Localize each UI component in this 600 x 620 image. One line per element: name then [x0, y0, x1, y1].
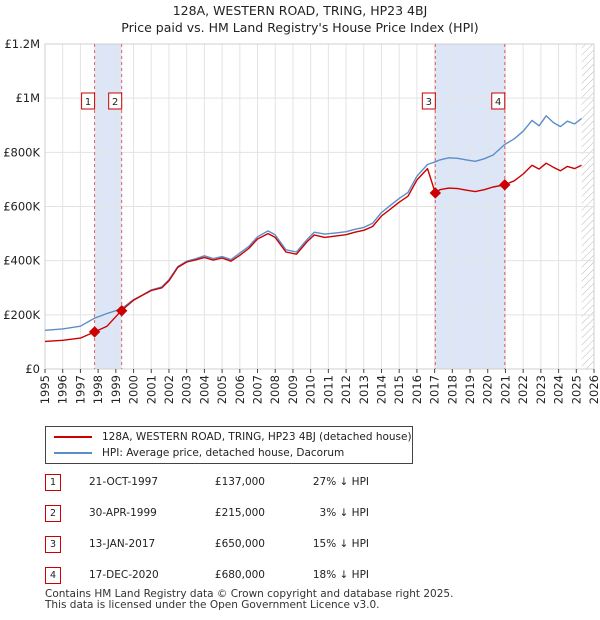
- x-tick-label: 2010: [304, 375, 318, 404]
- legend-item-hpi: HPI: Average price, detached house, Daco…: [54, 446, 344, 460]
- x-tick-label: 2011: [321, 375, 335, 404]
- sale-hpi-diff: 3% ↓ HPI: [319, 507, 369, 519]
- legend: 128A, WESTERN ROAD, TRING, HP23 4BJ (det…: [45, 426, 413, 464]
- footer-licence: This data is licensed under the Open Gov…: [45, 599, 380, 611]
- sale-price: £137,000: [214, 476, 265, 488]
- x-tick-label: 2024: [552, 375, 566, 404]
- x-tick-label: 2026: [587, 375, 600, 404]
- sale-number-badge: 2: [45, 505, 61, 522]
- x-tick-label: 2003: [180, 375, 194, 404]
- y-tick-label: £600K: [3, 200, 40, 214]
- x-tick-label: 2016: [410, 375, 424, 404]
- sale-marker-label: 1: [85, 97, 91, 108]
- sale-marker-box: [491, 92, 506, 110]
- footer: Contains HM Land Registry data © Crown c…: [45, 589, 453, 611]
- sale-price: £650,000: [214, 538, 265, 550]
- sale-markers: 1 2 3 4: [81, 44, 511, 369]
- sale-price: £215,000: [214, 507, 265, 519]
- sale-hpi-diff: 18% ↓ HPI: [312, 569, 369, 581]
- footer-copyright: Contains HM Land Registry data © Crown c…: [45, 588, 454, 600]
- x-tick-label: 2006: [233, 375, 247, 404]
- hpi-line: [45, 115, 583, 331]
- x-tick-label: 1995: [38, 375, 52, 404]
- chart-title: 128A, WESTERN ROAD, TRING, HP23 4BJ Pric…: [0, 2, 600, 36]
- x-tick-label: 2001: [144, 375, 158, 404]
- sale-date: 17-DEC-2020: [89, 569, 159, 581]
- x-tick-label: 2013: [357, 375, 371, 404]
- sale-marker-box: [108, 92, 123, 110]
- sale-marker-box: [81, 92, 96, 110]
- x-tick-label: 2018: [445, 375, 459, 404]
- x-tick-label: 2009: [286, 375, 300, 404]
- legend-swatch-property: [54, 436, 92, 438]
- sale-hpi-diff: 27% ↓ HPI: [312, 476, 369, 488]
- sale-date: 21-OCT-1997: [89, 476, 158, 488]
- x-tick-label: 2008: [268, 375, 282, 404]
- x-tick-label: 1998: [91, 375, 105, 404]
- series: [45, 115, 583, 343]
- y-tick-label: £1.2M: [4, 37, 40, 51]
- y-tick-label: £800K: [3, 145, 40, 159]
- sale-point: [499, 179, 511, 191]
- sale-point: [88, 326, 101, 338]
- x-tick-label: 2025: [569, 375, 583, 404]
- sale-marker-box: [421, 92, 436, 110]
- sale-date: 30-APR-1999: [89, 507, 157, 519]
- x-tick-label: 2005: [215, 375, 229, 404]
- legend-item-property: 128A, WESTERN ROAD, TRING, HP23 4BJ (det…: [54, 430, 412, 444]
- sale-price: £680,000: [214, 569, 265, 581]
- plot-frame: [44, 43, 595, 370]
- sale-point: [429, 187, 442, 199]
- sale-number-badge: 4: [45, 567, 61, 584]
- x-tick-label: 1996: [56, 375, 70, 404]
- x-tick-label: 2000: [127, 375, 141, 404]
- sale-marker-label: 4: [495, 97, 501, 108]
- grid: [44, 43, 595, 370]
- x-tick-label: 2023: [534, 375, 548, 404]
- x-tick-label: 2022: [516, 375, 530, 404]
- x-tick-label: 2014: [374, 375, 388, 404]
- x-tick-label: 2015: [392, 375, 406, 404]
- y-tick-label: £200K: [3, 308, 40, 322]
- x-tick-label: 2017: [428, 375, 442, 404]
- x-tick-label: 2004: [197, 375, 211, 404]
- legend-label-property: 128A, WESTERN ROAD, TRING, HP23 4BJ (det…: [102, 431, 412, 443]
- sale-point: [115, 305, 128, 317]
- y-tick-label: £1M: [15, 91, 40, 105]
- x-tick-label: 2007: [251, 375, 265, 404]
- sale-marker-label: 3: [426, 97, 432, 108]
- y-tick-label: £400K: [3, 254, 40, 268]
- sale-hpi-diff: 15% ↓ HPI: [312, 538, 369, 550]
- chart-subtitle-text: Price paid vs. HM Land Registry's House …: [121, 20, 479, 35]
- x-tick-label: 2019: [463, 375, 477, 404]
- sale-marker-label: 2: [112, 97, 118, 108]
- x-tick-label: 1999: [109, 375, 123, 404]
- x-tick-label: 2021: [498, 375, 512, 404]
- sale-date: 13-JAN-2017: [89, 538, 156, 550]
- legend-swatch-hpi: [54, 452, 92, 454]
- legend-label-hpi: HPI: Average price, detached house, Daco…: [102, 447, 345, 459]
- x-tick-label: 2002: [162, 375, 176, 404]
- property-price-line: [45, 162, 582, 343]
- sale-number-badge: 1: [45, 474, 61, 491]
- chart-title-text: 128A, WESTERN ROAD, TRING, HP23 4BJ: [172, 3, 428, 18]
- x-tick-label: 1997: [73, 375, 87, 404]
- x-tick-label: 2020: [481, 375, 495, 404]
- x-tick-label: 2012: [339, 375, 353, 404]
- sale-number-badge: 3: [45, 536, 61, 553]
- y-tick-label: £0: [25, 362, 40, 376]
